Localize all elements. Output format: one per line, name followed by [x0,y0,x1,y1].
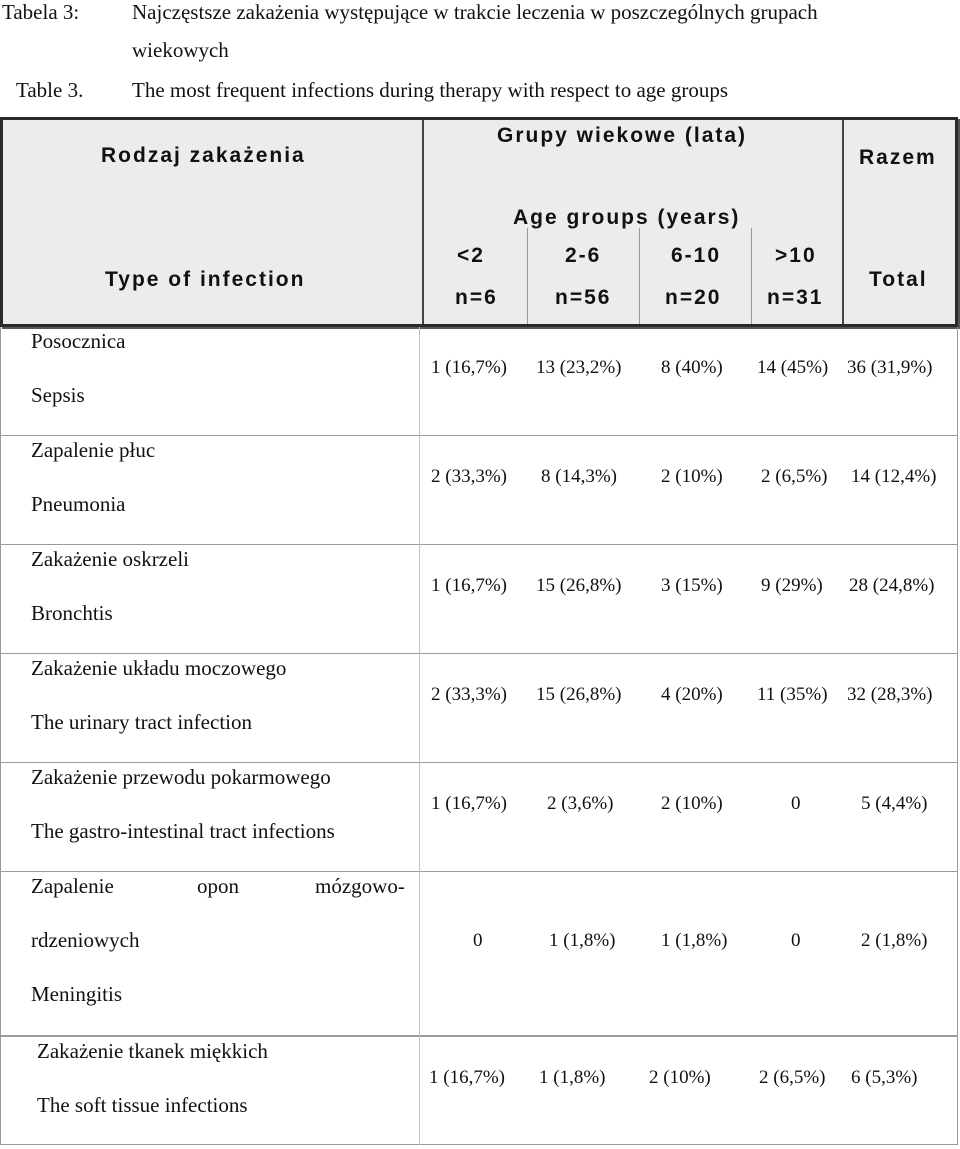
cell-value: 36 (31,9%) [847,357,933,378]
cell-value: 15 (26,8%) [536,575,622,596]
cell-value: 0 [791,930,801,951]
header-group-range: 6-10 [671,244,722,267]
cell-value: 5 (4,4%) [861,793,928,814]
header-total-en: Total [869,268,928,291]
caption-en-text: The most frequent infections during ther… [132,78,728,102]
row-label-pl: rdzeniowych [31,928,140,952]
cell-value: 1 (16,7%) [431,575,507,596]
cell-value: 28 (24,8%) [849,575,935,596]
table-row: Zakażenie tkanek miękkich The soft tissu… [0,1036,958,1145]
caption-pl-line2: wiekowych [132,38,229,62]
caption-pl-label: Tabela 3: [2,0,80,24]
header-group-n: n=6 [455,286,498,309]
row-label-en: Sepsis [31,383,85,407]
cell-value: 6 (5,3%) [851,1067,918,1088]
row-label-en: Meningitis [31,982,123,1006]
row-label-pl: opon [197,874,239,898]
row-label-en: The gastro-intestinal tract infections [31,819,335,843]
row-label-pl: Zakażenie przewodu pokarmowego [31,765,331,789]
caption-en-label: Table 3. [16,78,84,102]
table-row: Zakażenie przewodu pokarmowego The gastr… [0,763,958,872]
header-total-pl: Razem [859,146,937,169]
header-divider [751,228,752,324]
row-label-pl: mózgowo- [315,874,405,898]
cell-value: 13 (23,2%) [536,357,622,378]
cell-value: 2 (10%) [649,1067,711,1088]
cell-value: 8 (40%) [661,357,723,378]
cell-value: 1 (16,7%) [429,1067,505,1088]
header-groups-pl: Grupy wiekowe (lata) [497,124,748,147]
caption-pl-line1: Najczęstsze zakażenia występujące w trak… [132,0,818,24]
cell-value: 14 (45%) [757,357,829,378]
cell-value: 2 (6,5%) [759,1067,826,1088]
row-label-en: The soft tissue infections [37,1093,248,1117]
header-group-n: n=20 [665,286,722,309]
row-label-en: Pneumonia [31,492,126,516]
cell-value: 3 (15%) [661,575,723,596]
cell-value: 2 (33,3%) [431,684,507,705]
table-row: Zakażenie układu moczowego The urinary t… [0,654,958,763]
cell-value: 2 (10%) [661,466,723,487]
cell-value: 1 (16,7%) [431,357,507,378]
header-group-n: n=31 [767,286,824,309]
cell-value: 2 (1,8%) [861,930,928,951]
table-row: Posocznica Sepsis 1 (16,7%) 13 (23,2%) 8… [0,327,958,436]
header-group-range: >10 [775,244,817,267]
table-row: Zapalenie opon mózgowo- rdzeniowych Meni… [0,872,958,1036]
column-divider [419,327,420,1145]
cell-value: 14 (12,4%) [851,466,937,487]
cell-value: 2 (10%) [661,793,723,814]
header-divider [842,120,844,324]
header-type-en: Type of infection [105,268,306,291]
cell-value: 0 [473,930,483,951]
cell-value: 15 (26,8%) [536,684,622,705]
cell-value: 9 (29%) [761,575,823,596]
header-group-range: <2 [457,244,485,267]
row-label-en: Bronchtis [31,601,113,625]
cell-value: 2 (6,5%) [761,466,828,487]
cell-value: 4 (20%) [661,684,723,705]
cell-value: 8 (14,3%) [541,466,617,487]
row-label-pl: Posocznica [31,329,126,353]
header-group-n: n=56 [555,286,612,309]
table-row: Zakażenie oskrzeli Bronchtis 1 (16,7%) 1… [0,545,958,654]
cell-value: 11 (35%) [757,684,828,705]
row-label-pl: Zapalenie płuc [31,438,156,462]
cell-value: 2 (3,6%) [547,793,614,814]
row-label-pl: Zakażenie układu moczowego [31,656,287,680]
header-divider [527,228,528,324]
cell-value: 2 (33,3%) [431,466,507,487]
row-label-en: The urinary tract infection [31,710,252,734]
row-label-pl: Zakażenie oskrzeli [31,547,189,571]
header-type-pl: Rodzaj zakażenia [101,144,306,167]
row-label-pl: Zakażenie tkanek miękkich [37,1039,268,1063]
cell-value: 1 (16,7%) [431,793,507,814]
header-divider [639,228,640,324]
cell-value: 1 (1,8%) [661,930,728,951]
cell-value: 32 (28,3%) [847,684,933,705]
cell-value: 1 (1,8%) [549,930,616,951]
table-header: Rodzaj zakażenia Type of infection Grupy… [0,117,958,327]
cell-value: 0 [791,793,801,814]
table-row: Zapalenie płuc Pneumonia 2 (33,3%) 8 (14… [0,436,958,545]
row-label-pl: Zapalenie [31,874,114,898]
cell-value: 1 (1,8%) [539,1067,606,1088]
header-groups-en: Age groups (years) [513,206,741,229]
header-group-range: 2-6 [565,244,602,267]
header-divider [422,120,424,324]
